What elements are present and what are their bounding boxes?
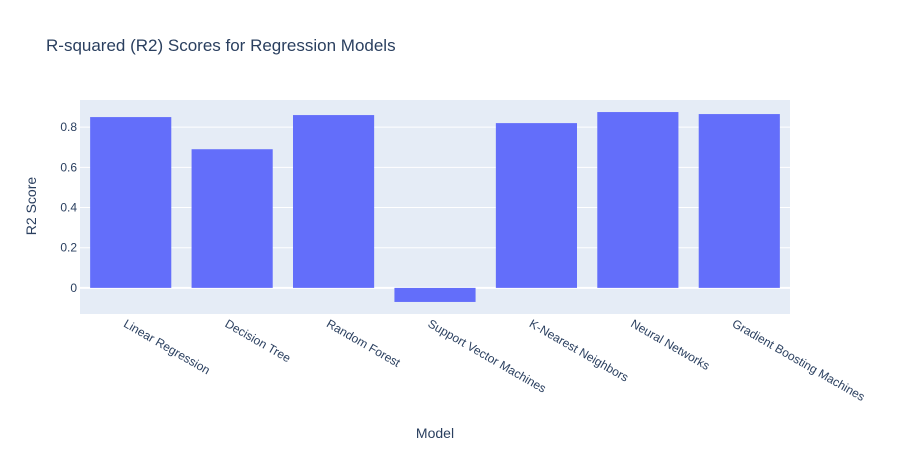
bar [698,114,780,288]
bars [90,112,780,302]
y-axis-title: R2 Score [23,177,39,236]
chart-title: R-squared (R2) Scores for Regression Mod… [46,36,396,55]
bar [597,112,679,288]
y-tick-label: 0.4 [60,201,77,215]
x-axis-title: Model [416,425,454,441]
bar [293,115,375,288]
plot-area [80,100,790,314]
bar [90,117,172,288]
bar [495,123,577,288]
bar [191,149,273,288]
y-tick-label: 0.8 [60,120,77,134]
y-tick-label: 0.6 [60,160,77,174]
plot-background [80,100,790,314]
y-axis-ticks: 0 0.2 0.4 0.6 0.8 [60,120,77,295]
bar [394,287,476,302]
y-tick-label: 0.2 [60,241,77,255]
y-tick-label: 0 [70,281,77,295]
